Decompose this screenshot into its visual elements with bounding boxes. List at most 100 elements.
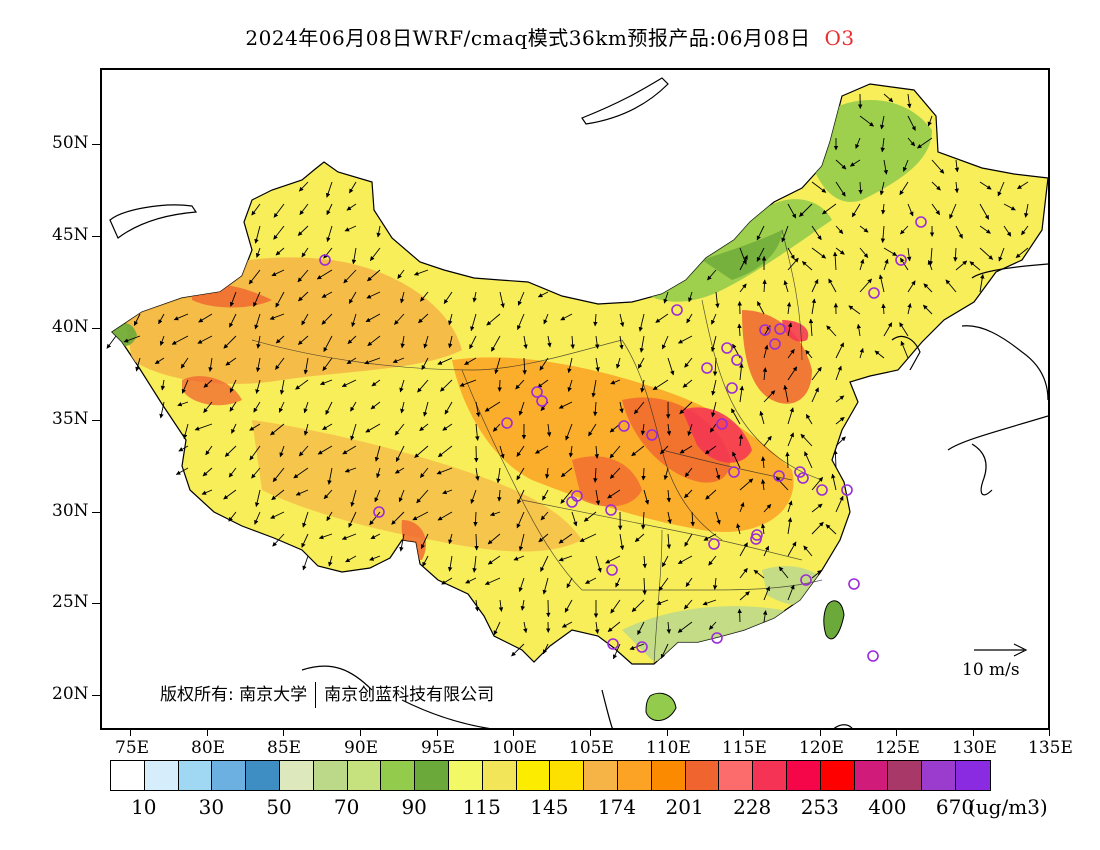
wind-vector [835, 159, 847, 170]
wind-vector [715, 511, 721, 525]
wind-vector [666, 423, 672, 436]
wind-vector [537, 379, 549, 388]
wind-vector [610, 599, 621, 614]
colorbar-swatch [617, 761, 652, 790]
wind-vector [804, 451, 813, 469]
station-marker [769, 338, 781, 350]
wind-vector [567, 379, 573, 392]
wind-vector [518, 577, 525, 593]
wind-vector [322, 357, 333, 371]
wind-vector [835, 181, 846, 197]
wind-vector [684, 357, 693, 368]
station-marker [726, 382, 738, 394]
wind-vector [223, 335, 237, 349]
wind-vector [878, 274, 885, 293]
station-marker [759, 324, 771, 336]
wind-vector [497, 489, 502, 502]
wind-vector [279, 379, 285, 395]
wind-vector [302, 555, 309, 571]
wind-vector [182, 423, 189, 440]
wind-vector [275, 291, 285, 308]
wind-vector [566, 577, 573, 589]
wind-vector [253, 291, 261, 308]
wind-vector [399, 379, 405, 393]
wind-vector [811, 247, 827, 259]
taiwan-island [823, 600, 845, 640]
wind-vector [448, 313, 453, 326]
wind-vector [619, 533, 625, 551]
wind-vector [609, 467, 621, 479]
wind-vector [328, 555, 333, 567]
wind-vector [228, 511, 237, 522]
station-marker [708, 538, 720, 550]
wind-vector [224, 445, 237, 457]
wind-vector [414, 445, 429, 458]
wind-vector [347, 335, 357, 345]
forecast-map [102, 70, 1048, 728]
wind-vector [835, 495, 844, 513]
wind-vector [323, 335, 333, 352]
wind-vector [436, 467, 453, 475]
wind-vector [538, 533, 549, 543]
wind-vector [739, 591, 750, 601]
station-marker [868, 287, 880, 299]
colorbar-label: 30 [198, 795, 225, 819]
wind-vector [835, 416, 845, 425]
wind-vector [392, 357, 405, 364]
wind-vector [273, 225, 285, 240]
wind-vector [687, 423, 693, 437]
colorbar-swatch [246, 761, 280, 790]
wind-vector [1003, 225, 1012, 237]
wind-vector [708, 621, 717, 630]
wind-vector [879, 115, 885, 130]
wind-vector [762, 279, 767, 293]
colorbar-swatch [820, 761, 855, 790]
wind-vector [516, 445, 525, 457]
wind-vector [832, 251, 838, 271]
wind-vector [805, 349, 813, 359]
station-marker [536, 395, 548, 407]
wind-vector [859, 278, 873, 293]
lon-tick [820, 730, 821, 736]
wind-vector [273, 203, 285, 218]
wind-vector [753, 569, 765, 579]
wind-vector [953, 247, 958, 262]
wind-vector [787, 541, 797, 557]
wind-vector [394, 467, 405, 474]
wind-vector [256, 335, 261, 349]
wind-vector [203, 379, 213, 388]
lat-tick [92, 512, 100, 513]
wind-vector [923, 283, 933, 293]
colorbar-swatch [516, 761, 551, 790]
wind-vector [440, 379, 453, 392]
wind-vector [370, 533, 381, 540]
wind-vector [762, 610, 768, 623]
wind-vector [979, 247, 994, 260]
wind-vector [133, 313, 141, 326]
lat-label-25n: 25N [52, 592, 89, 612]
wind-vector [643, 489, 650, 505]
wind-vector [475, 401, 481, 418]
lat-tick [92, 236, 100, 237]
wind-vector [539, 357, 549, 371]
colorbar-swatch [955, 761, 990, 790]
title-species: O3 [824, 26, 855, 50]
wind-vector [203, 401, 213, 413]
wind-vector [317, 445, 333, 455]
wind-vector [858, 181, 863, 195]
wind-vector [301, 247, 309, 258]
wind-vector [642, 555, 647, 569]
wind-vector [496, 467, 501, 484]
lat-label-45n: 45N [52, 225, 89, 245]
wind-vector [419, 423, 429, 432]
wind-vector [859, 225, 869, 233]
wind-vector [881, 203, 886, 215]
title-main: 2024年06月08日WRF/cmaq模式36km预报产品:06月08日 [245, 26, 811, 50]
lat-tick [92, 328, 100, 329]
wind-vector [763, 344, 769, 359]
wind-vector [223, 489, 237, 500]
wind-vector [787, 366, 798, 381]
wind-vector [560, 489, 573, 504]
wind-vector [787, 517, 793, 535]
wind-vector [778, 566, 789, 579]
